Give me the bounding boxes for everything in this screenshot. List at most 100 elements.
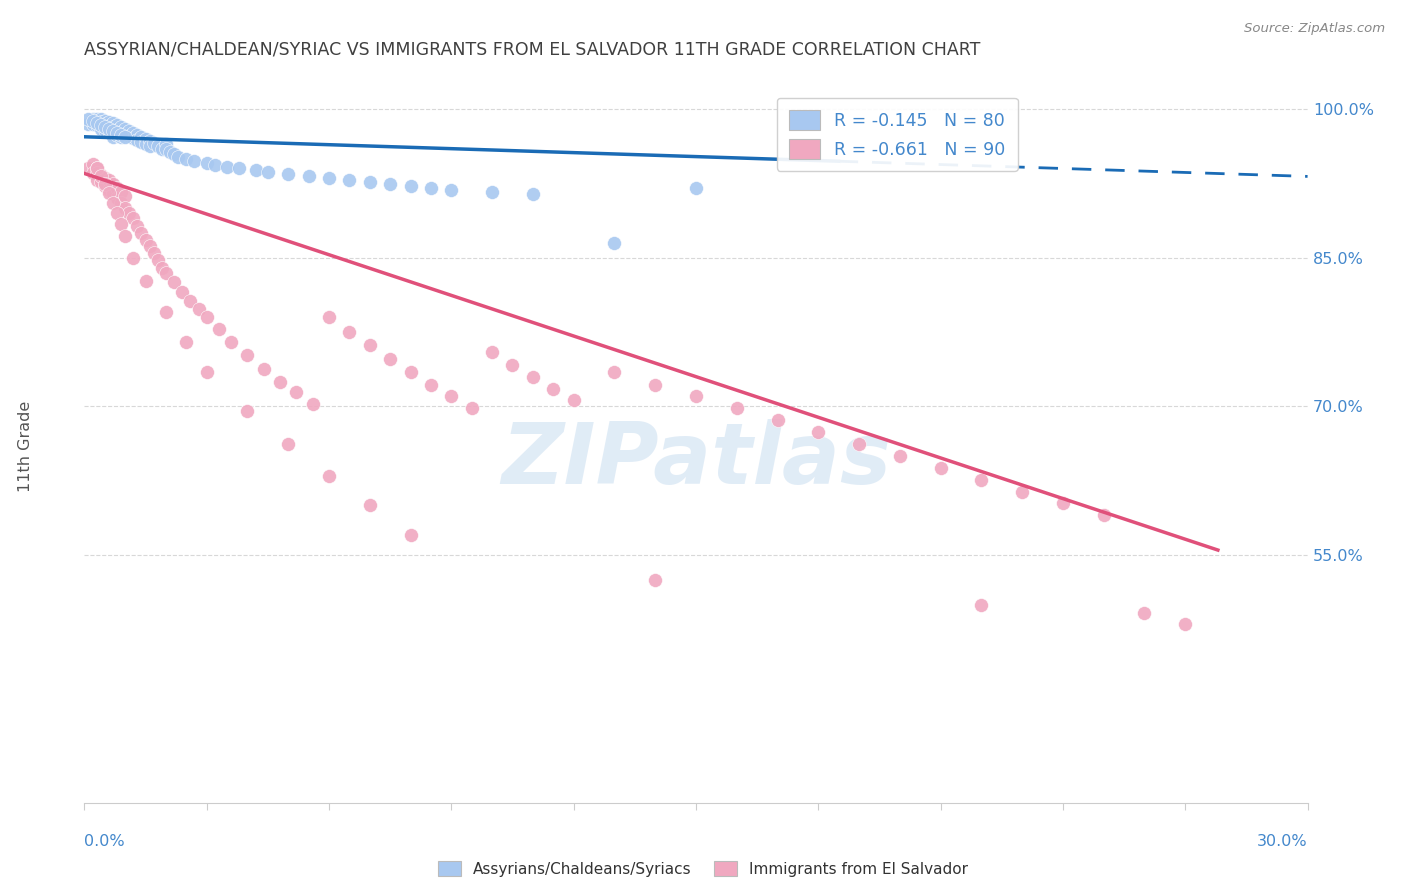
- Point: [90, 121, 112, 136]
- Point: [176, 152, 198, 166]
- Point: [543, 382, 565, 396]
- Point: [93, 114, 117, 128]
- Point: [236, 348, 259, 362]
- Point: [93, 179, 117, 194]
- Point: [114, 189, 136, 203]
- Point: [86, 112, 108, 126]
- Point: [105, 118, 128, 132]
- Point: [114, 121, 136, 136]
- Point: [644, 377, 666, 392]
- Point: [90, 112, 112, 126]
- Point: [101, 178, 124, 192]
- Point: [122, 251, 145, 265]
- Point: [159, 145, 181, 159]
- Point: [90, 115, 112, 129]
- Point: [131, 226, 153, 240]
- Point: [929, 460, 952, 475]
- Point: [97, 183, 120, 197]
- Point: [127, 128, 149, 142]
- Point: [603, 365, 626, 379]
- Point: [110, 217, 132, 231]
- Point: [172, 285, 194, 300]
- Point: [93, 120, 117, 134]
- Point: [138, 138, 160, 153]
- Point: [301, 397, 323, 411]
- Point: [131, 129, 153, 144]
- Point: [208, 322, 231, 336]
- Point: [1052, 496, 1074, 510]
- Point: [97, 186, 120, 201]
- Point: [86, 173, 108, 187]
- Text: 0.0%: 0.0%: [84, 834, 125, 849]
- Point: [399, 365, 422, 379]
- Point: [339, 325, 361, 339]
- Point: [86, 166, 108, 180]
- Text: ASSYRIAN/CHALDEAN/SYRIAC VS IMMIGRANTS FROM EL SALVADOR 11TH GRADE CORRELATION C: ASSYRIAN/CHALDEAN/SYRIAC VS IMMIGRANTS F…: [84, 40, 981, 58]
- Point: [420, 377, 443, 392]
- Point: [339, 173, 361, 187]
- Point: [644, 573, 666, 587]
- Text: 11th Grade: 11th Grade: [18, 401, 32, 491]
- Point: [110, 129, 132, 144]
- Point: [253, 361, 276, 376]
- Point: [93, 178, 117, 192]
- Point: [110, 186, 132, 200]
- Point: [562, 393, 585, 408]
- Point: [461, 401, 484, 416]
- Point: [101, 125, 124, 139]
- Point: [114, 201, 136, 215]
- Point: [122, 130, 145, 145]
- Point: [155, 142, 177, 156]
- Point: [766, 413, 789, 427]
- Point: [183, 153, 205, 168]
- Point: [131, 135, 153, 149]
- Point: [93, 117, 117, 131]
- Point: [217, 160, 239, 174]
- Point: [138, 134, 160, 148]
- Point: [236, 404, 259, 418]
- Point: [970, 598, 993, 612]
- Point: [142, 245, 165, 260]
- Point: [204, 157, 226, 171]
- Point: [195, 310, 218, 325]
- Point: [277, 437, 299, 451]
- Point: [101, 129, 124, 144]
- Legend: Assyrians/Chaldeans/Syriacs, Immigrants from El Salvador: Assyrians/Chaldeans/Syriacs, Immigrants …: [430, 853, 976, 884]
- Point: [114, 129, 136, 144]
- Point: [318, 171, 340, 186]
- Point: [110, 120, 132, 134]
- Point: [90, 169, 112, 183]
- Point: [603, 235, 626, 250]
- Point: [105, 128, 128, 142]
- Point: [685, 181, 707, 195]
- Point: [179, 294, 201, 309]
- Point: [155, 266, 177, 280]
- Point: [86, 116, 108, 130]
- Point: [522, 369, 544, 384]
- Point: [114, 228, 136, 243]
- Point: [101, 124, 124, 138]
- Point: [122, 211, 145, 225]
- Point: [101, 186, 124, 201]
- Point: [97, 119, 120, 133]
- Point: [90, 175, 112, 189]
- Point: [848, 437, 870, 451]
- Point: [118, 206, 141, 220]
- Legend: R = -0.145   N = 80, R = -0.661   N = 90: R = -0.145 N = 80, R = -0.661 N = 90: [778, 98, 1018, 171]
- Point: [228, 161, 250, 176]
- Point: [318, 468, 340, 483]
- Point: [420, 181, 443, 195]
- Point: [163, 146, 186, 161]
- Point: [101, 116, 124, 130]
- Point: [481, 344, 503, 359]
- Point: [105, 181, 128, 195]
- Point: [105, 191, 128, 205]
- Point: [86, 118, 108, 132]
- Point: [359, 175, 381, 189]
- Point: [725, 401, 748, 416]
- Point: [1174, 617, 1197, 632]
- Point: [318, 310, 340, 325]
- Point: [176, 334, 198, 349]
- Point: [82, 156, 104, 170]
- Point: [298, 169, 321, 184]
